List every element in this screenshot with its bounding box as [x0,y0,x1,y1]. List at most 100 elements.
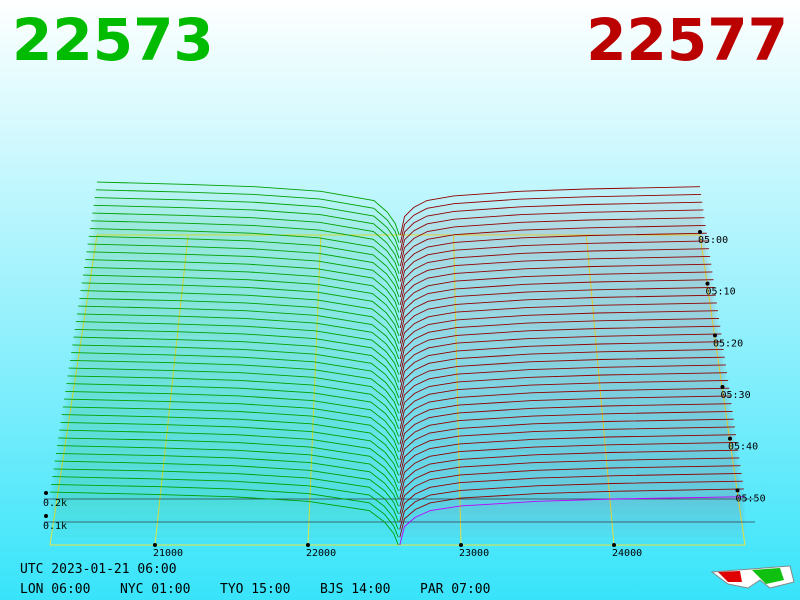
bids-depth-line [88,235,400,290]
bids-depth-line [81,282,400,336]
bids-depth-line [84,266,400,321]
asks-depth-line [399,364,726,414]
clock: BJS 14:00 [320,582,390,597]
depth-plot: 21000 22000 23000 24000 0.1k 0.2k 05:00 05:10 05… [43,181,766,559]
bids-depth-line [78,305,400,360]
asks-depth-line [399,325,721,375]
bids-depth-line [96,181,400,236]
bids-depth-line [71,352,400,406]
bids-depth-line [65,390,400,445]
bids-depth-line [89,228,400,282]
bids-depth-line [87,243,400,298]
bids-depth-line [76,313,400,367]
bids-depth-line [54,460,399,515]
bid-price: 22573 [12,6,214,74]
bids-depth-line [75,321,400,375]
bids-depth-line [85,259,400,313]
bids-depth-line [58,437,399,491]
grid-line [699,234,746,546]
asks-depth-line [399,333,722,383]
asks-depth-line [399,255,711,305]
bids-depth-line [52,476,399,530]
time-tick-label: 05:10 [706,287,736,298]
tick-dot [44,514,48,518]
asks-depth-line [399,434,737,484]
bids-depth-line [72,344,400,398]
asks-depth-line [399,341,723,391]
tick-dot [152,543,157,547]
bids-depth-line [62,406,399,460]
tick-dot [735,488,740,493]
asks-depth-line [399,217,705,267]
asks-depth-line [399,410,733,460]
asks-depth-line [399,449,739,499]
x-tick-label: 22000 [306,548,336,559]
clock: TYO 15:00 [220,582,290,597]
asks-depth-line [399,317,720,367]
bids-depth-line [95,189,400,243]
bids-depth-line [82,274,400,329]
grid-line [49,234,98,546]
depth-tick-label: 0.2k [43,498,67,509]
bids-depth-line [73,336,400,391]
x-tick-label: 24000 [612,548,642,559]
bids-depth-line [57,445,399,499]
time-tick-label: 05:30 [721,390,751,401]
asks-depth-line [399,240,708,290]
asks-depth-line [399,426,735,476]
grid-line [307,234,322,546]
bids-depth-line [92,212,400,267]
clock: PAR 07:00 [420,582,490,597]
asks-depth-line [399,395,731,445]
asks-depth-line [399,232,707,282]
asks-depth-line [400,193,702,243]
asks-depth-line [399,379,729,429]
asks-depth-line [400,201,703,251]
depth-tick-label: 0.1k [43,521,67,532]
bids-depth-line [55,452,399,507]
time-tick-label: 05:20 [713,338,743,349]
bids-depth-line [59,429,399,484]
tick-dot [44,491,48,495]
bids-depth-line [49,491,399,546]
bids-depth-line [66,383,400,437]
asks-depth-line [400,186,701,236]
bids-depth-line [51,483,399,538]
asks-depth-line [399,294,716,344]
asks-depth-line [399,457,740,507]
asks-depth-line [399,248,710,298]
tick-dot [305,543,310,547]
asks-depth-line [399,310,719,360]
bids-depth-line [79,297,400,352]
x-tick-label: 23000 [459,548,489,559]
tick-dot [698,230,702,234]
bids-depth-line [80,290,400,344]
clock: NYC 01:00 [120,582,190,597]
time-tick-label: 05:40 [728,442,758,453]
bids-depth-line [61,414,399,468]
asks-depth-line [399,356,725,406]
bids-depth-line [74,328,400,383]
tick-dot [612,543,617,547]
x-tick-label: 21000 [153,548,183,559]
utc-time: UTC 2023-01-21 06:00 [20,562,177,577]
asks-depth-line [399,224,706,274]
time-tick-label: 05:00 [698,235,728,246]
asks-depth-line [399,496,746,546]
clock: LON 06:00 [20,582,90,597]
bids-depth-line [64,398,399,453]
asks-depth-line [399,465,741,515]
bids-depth-line [68,367,400,422]
asks-depth-line [399,403,732,453]
bids-depth-line [60,421,399,476]
asks-depth-line [399,418,734,468]
asks-depth-line [399,348,724,398]
asks-depth-line [399,279,714,329]
bids-depth-line [93,204,400,259]
asks-depth-line [399,286,715,336]
asks-depth-line [399,387,730,437]
tick-dot [720,385,725,389]
ask-price: 22577 [586,6,788,74]
bids-depth-line [67,375,400,429]
